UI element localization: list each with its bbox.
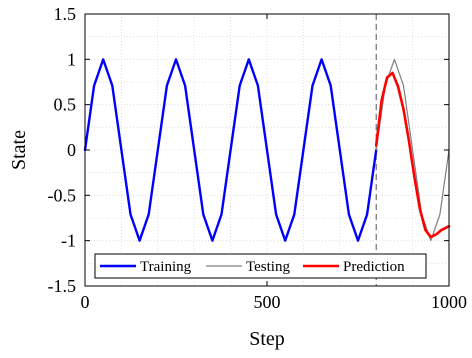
x-tick-label: 0 — [81, 292, 90, 312]
y-axis-label: State — [8, 130, 30, 170]
legend-box — [94, 253, 427, 279]
x-axis-label: Step — [249, 328, 285, 350]
y-tick-label: -0.5 — [48, 185, 77, 205]
y-tick-label: -1.5 — [48, 276, 77, 296]
y-tick-label: 0 — [67, 140, 76, 160]
legend-label-testing: Testing — [246, 259, 290, 275]
y-tick-label: 0.5 — [54, 95, 77, 115]
x-tick-label: 500 — [254, 292, 281, 312]
x-tick-label: 1000 — [431, 292, 467, 312]
series-line-training — [83, 58, 378, 242]
series-line-prediction — [374, 71, 451, 239]
y-tick-label: 1 — [67, 49, 76, 69]
legend-label-prediction: Prediction — [343, 259, 405, 275]
y-tick-label: 1.5 — [54, 4, 77, 24]
y-tick-label: -1 — [61, 231, 76, 251]
legend-label-training: Training — [140, 259, 192, 275]
